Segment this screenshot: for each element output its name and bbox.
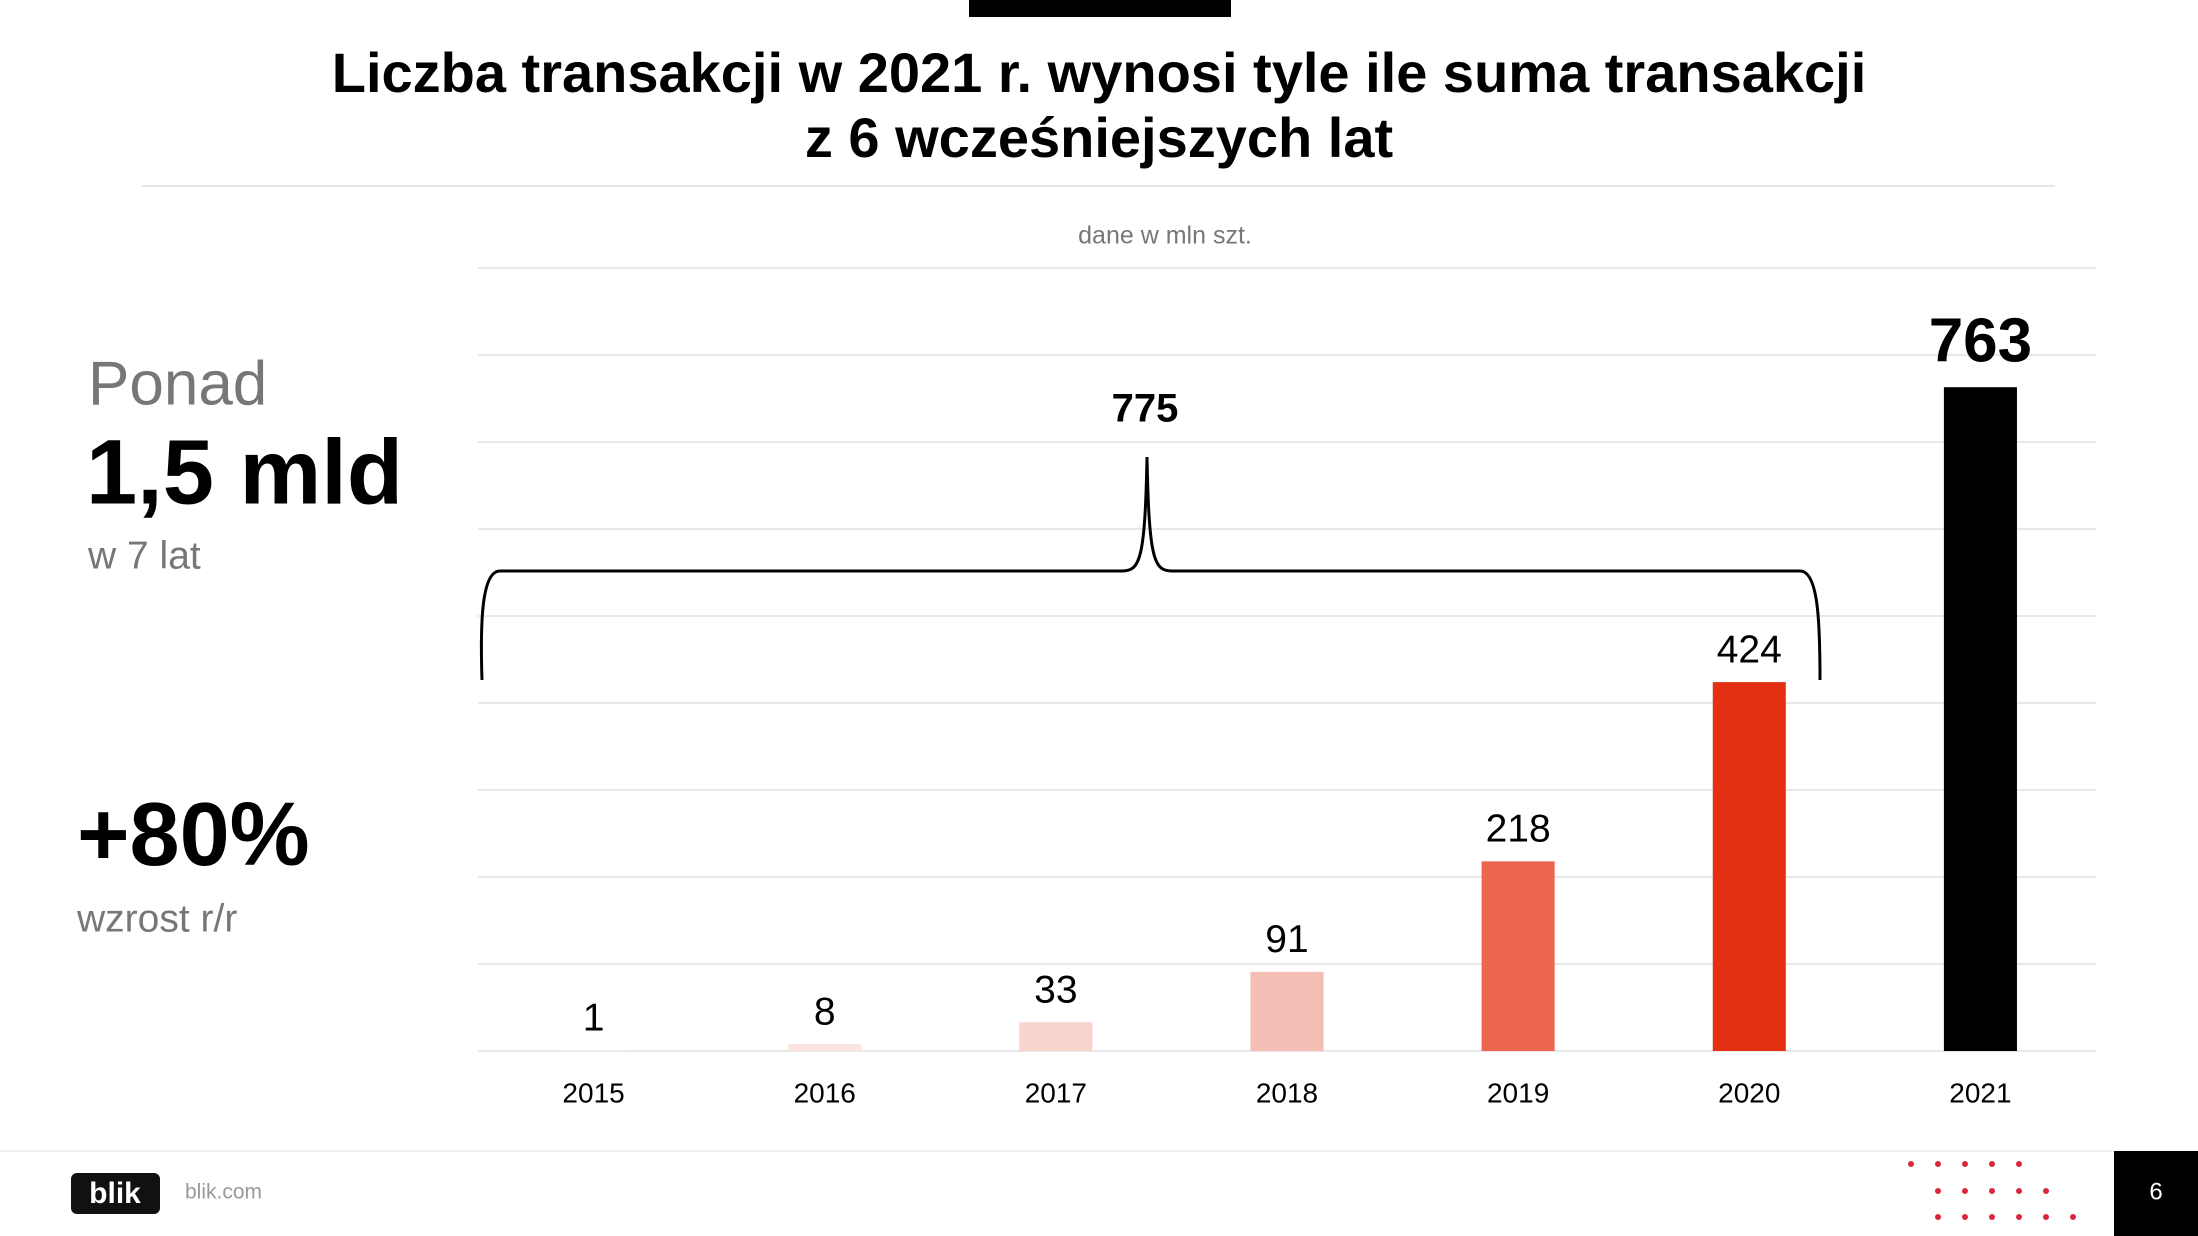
sidebar-note: wzrost r/r [76, 897, 237, 940]
bar [1712, 682, 1786, 1051]
value-label: 424 [1717, 628, 1782, 671]
chart-title: Liczba transakcji w 2021 r. wynosi tyle … [332, 41, 1867, 104]
x-tick-label: 2017 [1025, 1077, 1087, 1108]
page-box [2114, 1151, 2198, 1236]
x-tick-label: 2018 [1256, 1077, 1318, 1108]
bar [1481, 861, 1555, 1051]
bar [1943, 387, 2017, 1051]
sidebar-note: w 7 lat [87, 534, 201, 577]
value-label: 33 [1034, 969, 1077, 1012]
plot: 2015 1 2016 8 2017 33 2018 91 2019 218 2020 424 2021… [478, 267, 2096, 1108]
bar [788, 1044, 862, 1051]
x-tick-label: 2021 [1949, 1077, 2011, 1108]
value-label: 91 [1265, 918, 1308, 961]
sidebar-lead: Ponad [88, 349, 267, 418]
chart-title: z 6 wcześniejszych lat [805, 106, 1393, 169]
value-label: 8 [814, 990, 836, 1033]
dot-pattern [1908, 1161, 2076, 1220]
x-tick-label: 2019 [1487, 1077, 1549, 1108]
annotation: 775 [1112, 387, 1179, 431]
logo [71, 1173, 160, 1214]
top-bar [969, 0, 1231, 17]
footer-url: blik.com [185, 1181, 262, 1204]
bar [557, 1050, 631, 1051]
value-label: 218 [1486, 808, 1551, 851]
sidebar-total: 1,5 mld [86, 421, 403, 523]
value-label: 763 [1929, 307, 2032, 376]
bar [1019, 1022, 1093, 1051]
sidebar-growth: +80% [77, 785, 310, 885]
value-label: 1 [583, 996, 605, 1039]
bar [1250, 971, 1324, 1051]
chart-subtitle: dane w mln szt. [1078, 222, 1252, 250]
brace [479, 456, 1822, 681]
x-tick-label: 2016 [794, 1077, 856, 1108]
x-tick-label: 2015 [562, 1077, 624, 1108]
logo-text: blik [89, 1177, 141, 1210]
page-number: 6 [2149, 1178, 2162, 1205]
x-tick-label: 2020 [1718, 1077, 1780, 1108]
